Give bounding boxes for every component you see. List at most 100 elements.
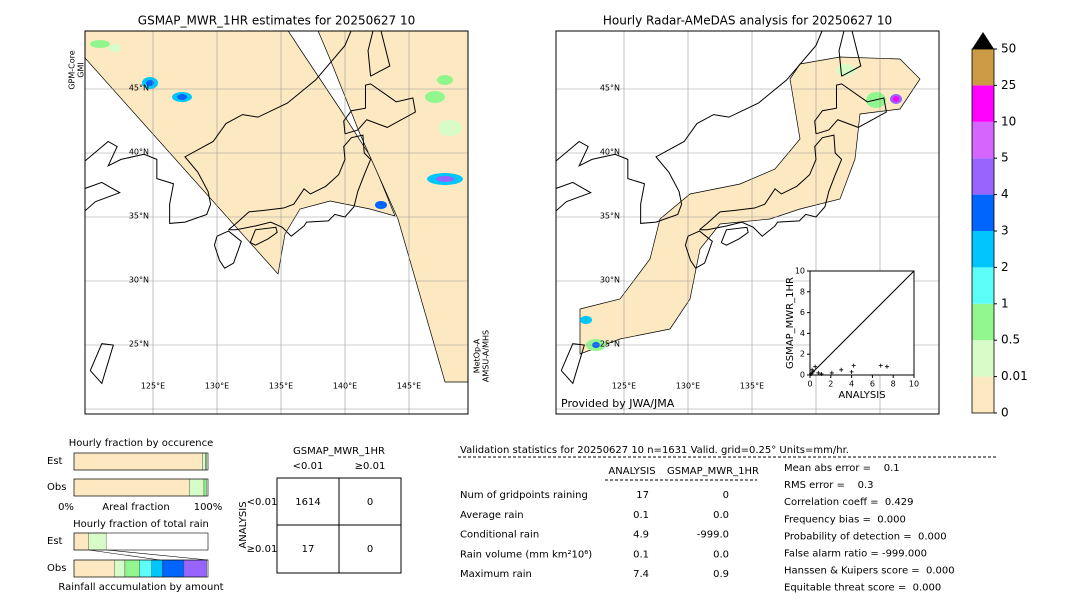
coastline <box>556 181 592 212</box>
colorbar-segment <box>972 231 994 268</box>
label: 35°N <box>129 212 149 221</box>
coastline <box>684 230 713 269</box>
label: ANALYSIS <box>838 390 885 401</box>
label: 25°N <box>600 340 620 349</box>
label: 135°E <box>269 382 293 391</box>
rain-patch <box>90 40 110 48</box>
colorbar-segment <box>972 303 994 341</box>
label: 3 <box>1001 224 1009 238</box>
rain-patch <box>438 120 462 136</box>
label: GSMAP_MWR_1HR <box>667 466 759 477</box>
point <box>884 364 889 369</box>
connector <box>88 549 209 561</box>
label: GPM-Core <box>68 50 77 89</box>
label: Est <box>47 456 63 467</box>
point <box>819 371 824 376</box>
fraction-segment <box>88 532 107 551</box>
label: Hourly fraction of total rain <box>73 519 209 530</box>
coastline <box>560 343 585 385</box>
label: Probability of detection = 0.000 <box>784 531 947 542</box>
label: 17 <box>302 544 315 555</box>
coverage <box>579 56 921 355</box>
diagonal <box>809 270 915 376</box>
rain-patch <box>146 80 154 86</box>
point <box>810 367 815 372</box>
coastline <box>213 230 242 269</box>
colorbar-segment <box>972 340 994 377</box>
label: Correlation coeff = 0.429 <box>784 497 914 508</box>
fraction-segment <box>73 452 203 471</box>
label: Obs <box>47 563 66 574</box>
y-tick-label: 0 <box>800 371 805 380</box>
bar-frame <box>73 452 209 471</box>
label: 0 <box>1001 406 1009 420</box>
label: Num of gridpoints raining <box>460 490 588 501</box>
map-frame <box>555 30 940 415</box>
bar-frame <box>73 478 209 497</box>
label: 130°E <box>205 382 229 391</box>
label: Mean abs error = 0.1 <box>784 463 900 474</box>
label: Obs <box>47 482 66 493</box>
table-grid <box>277 478 401 573</box>
label: 0.5 <box>1001 333 1020 347</box>
point <box>878 363 883 368</box>
fraction-segment <box>73 559 115 578</box>
coastline <box>814 83 887 135</box>
map-frame <box>84 30 469 415</box>
label: ≥0.01 <box>247 544 278 555</box>
label: 135°E <box>740 382 764 391</box>
coverage <box>317 31 468 383</box>
y-tick-label: 8 <box>800 287 805 296</box>
label: GSMAP_MWR_1HR <box>293 446 385 457</box>
colorbar-segment <box>972 85 994 122</box>
x-tick-label: 8 <box>891 380 896 389</box>
coastline <box>89 343 114 385</box>
rain-patch <box>580 316 592 324</box>
label: Validation statistics for 20250627 10 n=… <box>460 445 849 456</box>
coastline <box>699 134 843 237</box>
label: Frequency bias = 0.000 <box>784 514 906 525</box>
label: Hourly fraction by occurence <box>69 438 213 449</box>
label: 5 <box>1001 151 1009 165</box>
rain-patch <box>436 176 454 182</box>
point <box>809 371 814 376</box>
label: Rain volume (mm km²10⁶) <box>460 549 592 560</box>
label: 0.1 <box>633 549 649 560</box>
coastline <box>556 31 823 224</box>
label: 7.4 <box>633 569 649 580</box>
colorbar-segment <box>972 376 994 413</box>
label: 145°E <box>397 382 421 391</box>
point <box>851 363 856 368</box>
label: AMSU-A/MHS <box>482 330 491 382</box>
x-tick-label: 2 <box>828 380 833 389</box>
fraction-segment <box>162 559 185 578</box>
x-tick-label: 0 <box>807 380 812 389</box>
y-tick-label: 6 <box>800 308 805 317</box>
point <box>813 364 818 369</box>
point <box>849 369 854 374</box>
coastline <box>838 31 862 77</box>
y-axis-label: GSMAP_MWR_1HR <box>785 277 796 369</box>
label: 17 <box>636 490 649 501</box>
label: 1 <box>1001 296 1009 310</box>
label: 0.0 <box>713 549 729 560</box>
rain-patch <box>893 96 899 102</box>
label: Provided by JWA/JMA <box>561 397 675 410</box>
label: 25 <box>1001 78 1016 92</box>
label: 1614 <box>295 497 320 508</box>
point <box>811 369 816 374</box>
label: 2 <box>1001 260 1009 274</box>
label: 125°E <box>141 382 165 391</box>
point <box>839 367 844 372</box>
label: 4.9 <box>633 530 649 541</box>
fraction-segment <box>203 478 207 497</box>
label: RMS error = 0.3 <box>784 480 874 491</box>
label: MetOp-A <box>473 338 482 373</box>
coastline <box>367 31 391 77</box>
y-tick-label: 4 <box>800 329 805 338</box>
colorbar-segment <box>972 267 994 304</box>
label: 0.0 <box>713 510 729 521</box>
label: 30°N <box>600 276 620 285</box>
label: 35°N <box>600 212 620 221</box>
